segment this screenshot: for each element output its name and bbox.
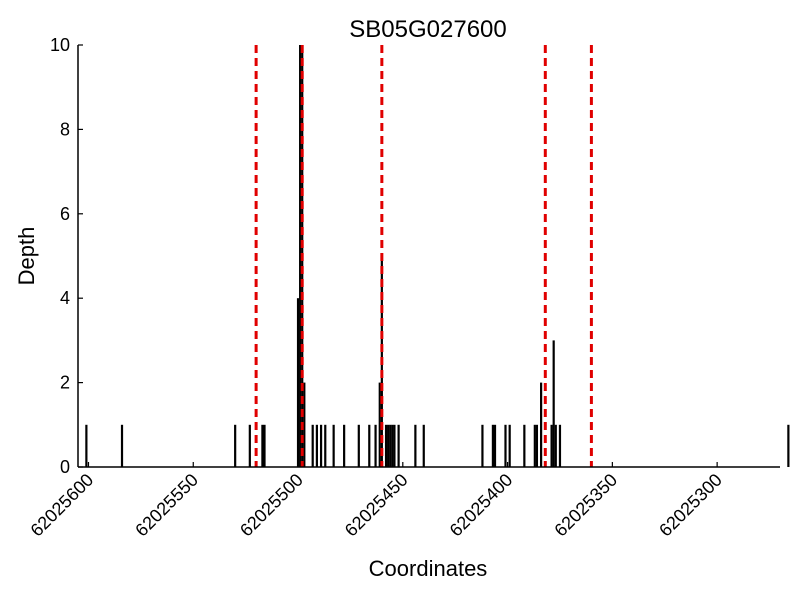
bar [387,424,390,467]
bar [324,424,327,467]
bar [393,424,396,467]
y-ticks: 0 2 4 6 8 10 [50,35,83,477]
chart-title: SB05G027600 [349,16,506,43]
bar [120,424,124,467]
x-tick-label: 62025550 [131,470,202,541]
bar [554,424,557,467]
marker-lines [254,45,593,467]
bar [504,424,507,467]
x-tick-label: 62025450 [341,470,412,541]
bar [550,424,553,467]
y-tick-label: 2 [60,373,70,393]
bar [378,382,381,467]
bar [491,424,495,467]
bar [508,424,511,467]
x-ticks: 62025600 62025550 62025500 62025450 62025400… [27,462,726,540]
bar [85,424,88,467]
bar [533,424,536,467]
bar [535,424,539,467]
y-tick-label: 0 [60,457,70,477]
bar [343,424,346,467]
y-tick-label: 4 [60,288,70,308]
bar [319,424,323,467]
bar [558,424,562,467]
bar [261,424,264,467]
bar [787,424,790,467]
bar [391,424,394,467]
bar [374,424,377,467]
bar [263,424,266,467]
bar [481,424,484,467]
bar [311,424,314,467]
bar [552,340,555,467]
bar [389,424,392,467]
y-tick-label: 6 [60,204,70,224]
bar [422,424,425,467]
bar [299,45,302,467]
bar [303,382,306,467]
y-tick-label: 10 [50,35,70,55]
x-tick-label: 62025350 [550,470,621,541]
bar [493,424,497,467]
bar [234,424,237,467]
bar [248,424,251,467]
y-axis-title: Depth [14,227,39,286]
x-axis-title: Coordinates [369,556,488,581]
bar [523,424,526,467]
bar [540,382,543,467]
bars [85,45,790,467]
bar [414,424,417,467]
x-tick-label: 62025600 [27,470,98,541]
bar [315,424,318,467]
bar [332,424,335,467]
x-tick-label: 62025500 [236,470,307,541]
bar [296,298,300,467]
y-tick-label: 8 [60,119,70,139]
bar [368,424,371,467]
bar [397,424,400,467]
bar [357,424,360,467]
x-tick-label: 62025300 [655,470,726,541]
x-tick-label: 62025400 [446,470,517,541]
bar [384,424,388,467]
